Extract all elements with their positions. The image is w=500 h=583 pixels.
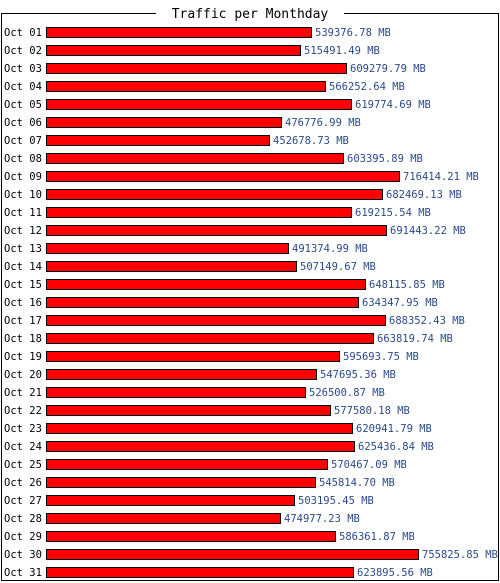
bar xyxy=(46,369,317,380)
value-label: 603395.89 MB xyxy=(347,153,423,165)
value-label: 609279.79 MB xyxy=(350,63,426,75)
value-label: 507149.67 MB xyxy=(300,261,376,273)
value-label: 595693.75 MB xyxy=(343,351,419,363)
bar xyxy=(46,315,386,326)
category-label: Oct 10 xyxy=(4,189,42,201)
category-label: Oct 20 xyxy=(4,369,42,381)
value-label: 716414.21 MB xyxy=(403,171,479,183)
category-label: Oct 28 xyxy=(4,513,42,525)
value-label: 491374.99 MB xyxy=(292,243,368,255)
category-label: Oct 06 xyxy=(4,117,42,129)
value-label: 526500.87 MB xyxy=(309,387,385,399)
bar xyxy=(46,189,383,200)
bar xyxy=(46,99,352,110)
bar xyxy=(46,171,400,182)
category-label: Oct 31 xyxy=(4,567,42,579)
category-label: Oct 27 xyxy=(4,495,42,507)
bar xyxy=(46,27,312,38)
category-label: Oct 30 xyxy=(4,549,42,561)
bar xyxy=(46,351,340,362)
bar xyxy=(46,459,328,470)
bar xyxy=(46,225,387,236)
category-label: Oct 25 xyxy=(4,459,42,471)
value-label: 474977.23 MB xyxy=(284,513,360,525)
category-label: Oct 05 xyxy=(4,99,42,111)
category-label: Oct 02 xyxy=(4,45,42,57)
bar xyxy=(46,513,281,524)
category-label: Oct 08 xyxy=(4,153,42,165)
value-label: 619215.54 MB xyxy=(355,207,431,219)
bar xyxy=(46,117,282,128)
value-label: 682469.13 MB xyxy=(386,189,462,201)
category-label: Oct 24 xyxy=(4,441,42,453)
value-label: 691443.22 MB xyxy=(390,225,466,237)
category-label: Oct 15 xyxy=(4,279,42,291)
category-label: Oct 03 xyxy=(4,63,42,75)
value-label: 648115.85 MB xyxy=(369,279,445,291)
category-label: Oct 16 xyxy=(4,297,42,309)
category-label: Oct 23 xyxy=(4,423,42,435)
value-label: 547695.36 MB xyxy=(320,369,396,381)
bar xyxy=(46,63,347,74)
category-label: Oct 13 xyxy=(4,243,42,255)
bar xyxy=(46,153,344,164)
category-label: Oct 11 xyxy=(4,207,42,219)
bar xyxy=(46,207,352,218)
category-label: Oct 12 xyxy=(4,225,42,237)
category-label: Oct 18 xyxy=(4,333,42,345)
title-backdrop xyxy=(156,5,344,21)
value-label: 539376.78 MB xyxy=(315,27,391,39)
category-label: Oct 04 xyxy=(4,81,42,93)
category-label: Oct 29 xyxy=(4,531,42,543)
bar xyxy=(46,297,359,308)
bar xyxy=(46,495,295,506)
bar xyxy=(46,549,419,560)
value-label: 515491.49 MB xyxy=(304,45,380,57)
value-label: 663819.74 MB xyxy=(377,333,453,345)
chart-title: Traffic per Monthday xyxy=(172,7,329,22)
value-label: 476776.99 MB xyxy=(285,117,361,129)
category-label: Oct 07 xyxy=(4,135,42,147)
bars-layer: Oct 01 539376.78 MB Oct 02 515491.49 MB Oct … xyxy=(4,27,498,579)
bar xyxy=(46,243,289,254)
bar xyxy=(46,531,336,542)
value-label: 634347.95 MB xyxy=(362,297,438,309)
category-label: Oct 01 xyxy=(4,27,42,39)
value-label: 452678.73 MB xyxy=(273,135,349,147)
category-label: Oct 14 xyxy=(4,261,42,273)
value-label: 625436.84 MB xyxy=(358,441,434,453)
bar xyxy=(46,423,353,434)
bar xyxy=(46,261,297,272)
value-label: 623895.56 MB xyxy=(357,567,433,579)
value-label: 688352.43 MB xyxy=(389,315,465,327)
category-label: Oct 26 xyxy=(4,477,42,489)
bar xyxy=(46,477,316,488)
bar xyxy=(46,333,374,344)
value-label: 755825.85 MB xyxy=(422,549,498,561)
category-label: Oct 19 xyxy=(4,351,42,363)
bar xyxy=(46,279,366,290)
category-label: Oct 17 xyxy=(4,315,42,327)
value-label: 619774.69 MB xyxy=(355,99,431,111)
category-label: Oct 21 xyxy=(4,387,42,399)
bar xyxy=(46,45,301,56)
value-label: 620941.79 MB xyxy=(356,423,432,435)
bar xyxy=(46,387,306,398)
value-label: 577580.18 MB xyxy=(334,405,410,417)
bar xyxy=(46,441,355,452)
value-label: 503195.45 MB xyxy=(298,495,374,507)
value-label: 570467.09 MB xyxy=(331,459,407,471)
bar xyxy=(46,135,270,146)
category-label: Oct 22 xyxy=(4,405,42,417)
bar xyxy=(46,405,331,416)
value-label: 566252.64 MB xyxy=(329,81,405,93)
value-label: 545814.70 MB xyxy=(319,477,395,489)
bar xyxy=(46,567,354,578)
category-label: Oct 09 xyxy=(4,171,42,183)
bar xyxy=(46,81,326,92)
value-label: 586361.87 MB xyxy=(339,531,415,543)
